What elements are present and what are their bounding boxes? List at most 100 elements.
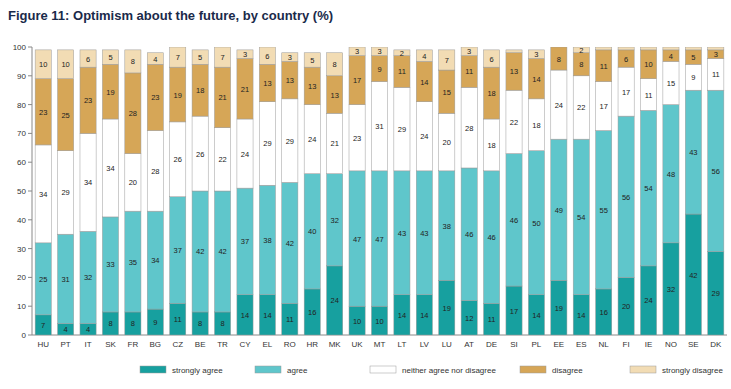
x-tick-label: SE xyxy=(688,340,699,349)
data-label: 22 xyxy=(218,155,226,164)
bar-segment xyxy=(416,102,432,171)
bar-segment xyxy=(327,76,343,113)
bar-segment xyxy=(551,280,567,335)
data-label: 37 xyxy=(241,237,249,246)
data-label: 54 xyxy=(577,213,585,222)
data-label: 3 xyxy=(714,50,718,59)
bar-segment xyxy=(618,50,634,67)
y-tick-label: 90 xyxy=(17,72,26,81)
data-label: 14 xyxy=(532,311,540,320)
bar-segment xyxy=(35,79,51,145)
bar-segment xyxy=(259,64,275,101)
data-label: 23 xyxy=(151,93,159,102)
data-label: 11 xyxy=(398,67,406,76)
data-label: 8 xyxy=(579,60,583,69)
bar-segment xyxy=(147,64,163,130)
bar-segment xyxy=(506,154,522,286)
data-label: 3 xyxy=(534,50,538,59)
x-tick-label: LU xyxy=(442,340,452,349)
bar-segment xyxy=(461,87,477,168)
data-label: 35 xyxy=(129,258,137,267)
y-tick-label: 50 xyxy=(17,187,26,196)
bar-segment xyxy=(663,50,679,62)
bar-segment xyxy=(58,151,74,235)
data-label: 25 xyxy=(61,111,69,120)
data-label: 11 xyxy=(174,315,182,324)
x-tick-label: AT xyxy=(464,340,474,349)
bar-segment xyxy=(327,266,343,335)
bar-segment xyxy=(394,56,410,88)
bar-segment xyxy=(349,171,365,306)
bar-segment xyxy=(596,131,612,289)
data-label: 21 xyxy=(241,85,249,94)
data-label: 11 xyxy=(286,315,294,324)
data-label: 42 xyxy=(218,247,226,256)
bars xyxy=(35,47,724,335)
data-label: 8 xyxy=(333,60,337,69)
data-label: 6 xyxy=(624,55,628,64)
data-label: 31 xyxy=(375,122,383,131)
data-label: 46 xyxy=(487,233,495,242)
data-label: 28 xyxy=(465,124,473,133)
bar-segment xyxy=(102,50,118,64)
data-label: 14 xyxy=(420,311,428,320)
bar-segment xyxy=(663,243,679,335)
data-label: 43 xyxy=(689,148,697,157)
y-tick-label: 20 xyxy=(17,273,26,282)
data-label: 23 xyxy=(39,108,47,117)
data-label: 24 xyxy=(241,150,249,159)
data-label: 17 xyxy=(353,76,361,85)
bar-segment xyxy=(708,90,724,251)
bar-segment xyxy=(416,50,432,62)
bar-segment xyxy=(618,277,634,335)
data-label: 24 xyxy=(644,296,652,305)
bar-segment xyxy=(439,50,455,70)
bar-segment xyxy=(237,295,253,335)
bar-segment xyxy=(484,171,500,303)
y-tick-label: 30 xyxy=(17,245,26,254)
data-label: 24 xyxy=(555,101,563,110)
y-tick-label: 0 xyxy=(22,331,27,340)
y-tick-label: 70 xyxy=(17,129,26,138)
x-tick-label: IT xyxy=(84,340,91,349)
data-label: 3 xyxy=(243,50,247,59)
bar-segment xyxy=(663,61,679,104)
legend-swatch xyxy=(520,366,546,373)
data-label: 19 xyxy=(174,91,182,100)
bar-segment xyxy=(170,303,186,335)
y-tick xyxy=(28,162,32,163)
data-label: 10 xyxy=(39,60,47,69)
bar-segment xyxy=(416,295,432,335)
data-label: 4 xyxy=(669,52,673,61)
y-tick xyxy=(28,47,32,48)
bar-segment xyxy=(214,128,230,191)
bar-segment xyxy=(192,191,208,312)
bar-segment xyxy=(214,312,230,335)
data-label: 4 xyxy=(422,52,426,61)
data-label: 40 xyxy=(308,227,316,236)
data-label: 18 xyxy=(196,86,204,95)
data-label: 3 xyxy=(467,47,471,56)
bar-segment xyxy=(685,47,701,50)
bar-segment xyxy=(214,191,230,312)
title: Figure 11: Optimism about the future, by… xyxy=(8,8,333,23)
bar-segment xyxy=(237,50,253,59)
data-label: 46 xyxy=(465,230,473,239)
y-tick xyxy=(28,219,32,220)
data-label: 3 xyxy=(288,53,292,62)
bar-segment xyxy=(596,50,612,82)
y-tick-label: 10 xyxy=(17,302,26,311)
bar-segment xyxy=(573,76,589,139)
bar-segment xyxy=(237,119,253,188)
bar-segment xyxy=(596,47,612,50)
bar-segment xyxy=(259,295,275,335)
bar-segment xyxy=(259,47,275,64)
bar-segment xyxy=(394,87,410,171)
data-label: 42 xyxy=(689,271,697,280)
legend-label: neither agree nor disagree xyxy=(402,366,496,375)
data-label: 38 xyxy=(443,222,451,231)
bar-segment xyxy=(685,64,701,90)
data-label: 19 xyxy=(555,304,563,313)
bar-segment xyxy=(551,47,567,70)
legend-swatch xyxy=(370,366,396,373)
